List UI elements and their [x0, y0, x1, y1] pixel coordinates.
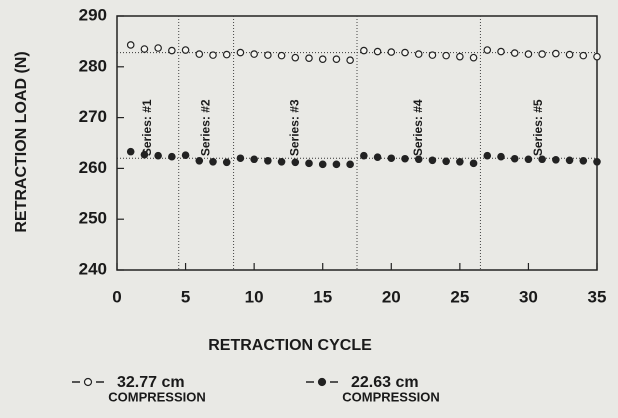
x-tick-label: 25 [450, 287, 469, 306]
data-point [236, 48, 245, 57]
y-tick-label: 280 [79, 56, 107, 75]
region-label: Series: #1 [140, 99, 154, 156]
x-tick-label: 30 [519, 287, 538, 306]
data-point [414, 155, 423, 164]
data-point [168, 152, 176, 161]
data-point [373, 153, 382, 162]
data-point [497, 47, 505, 56]
data-point [168, 46, 176, 55]
data-point [387, 154, 396, 163]
data-point [483, 46, 492, 54]
legend-marker [317, 377, 327, 387]
data-point [497, 152, 505, 161]
data-point [456, 52, 464, 61]
data-point [181, 151, 190, 159]
data-point [593, 52, 601, 61]
x-axis-title: RETRACTION CYCLE [208, 337, 372, 354]
data-point [360, 46, 368, 55]
y-tick-label: 260 [79, 158, 107, 177]
data-point [126, 147, 135, 156]
data-point [552, 155, 560, 164]
data-point [305, 54, 313, 62]
region-label: Series: #3 [287, 99, 301, 156]
data-point [538, 155, 546, 164]
data-point [209, 157, 217, 166]
data-point [593, 157, 601, 166]
data-point [195, 156, 204, 165]
data-point [222, 158, 231, 167]
legend-marker [83, 377, 93, 387]
data-point [250, 155, 258, 164]
x-tick-label: 5 [181, 287, 190, 306]
data-point [250, 50, 258, 58]
data-point [442, 157, 450, 166]
data-point [305, 159, 313, 168]
data-point [565, 50, 574, 59]
data-point [346, 56, 354, 64]
data-point [360, 151, 368, 160]
data-point [277, 51, 286, 60]
data-point [469, 53, 478, 62]
data-point [332, 55, 341, 63]
region-label: Series: #4 [411, 99, 425, 156]
data-point [524, 50, 533, 58]
y-tick-label: 290 [79, 5, 107, 24]
x-tick-label: 20 [382, 287, 401, 306]
data-point [456, 157, 464, 166]
data-point [195, 50, 204, 58]
data-point [291, 53, 300, 62]
data-point [264, 156, 272, 165]
data-point [469, 159, 478, 168]
legend-label: 32.77 cm [117, 374, 185, 391]
data-point [401, 154, 409, 163]
data-point [277, 157, 286, 166]
data-point [579, 156, 588, 165]
x-tick-label: 15 [313, 287, 332, 306]
legend-label: 22.63 cm [351, 374, 419, 391]
region-label: Series: #5 [531, 99, 545, 156]
x-tick-label: 10 [245, 287, 264, 306]
data-point [154, 151, 162, 160]
legend-note: COMPRESSION [342, 389, 440, 404]
data-point [401, 48, 409, 57]
data-point [181, 46, 190, 54]
data-point [428, 156, 437, 165]
legend-note: COMPRESSION [108, 389, 206, 404]
y-tick-label: 250 [79, 209, 107, 228]
data-point [140, 150, 149, 159]
data-point [510, 49, 519, 57]
data-point [126, 41, 135, 49]
data-point [373, 47, 382, 56]
y-axis-title: RETRACTION LOAD (N) [13, 51, 30, 232]
data-point [222, 50, 231, 59]
data-point [346, 160, 354, 169]
data-point [332, 160, 341, 169]
data-point [565, 156, 574, 165]
data-point [264, 51, 272, 59]
region-label: Series: #2 [198, 99, 212, 156]
data-point [140, 45, 149, 53]
data-point [483, 151, 492, 160]
data-point [442, 51, 450, 60]
data-point [318, 55, 327, 63]
data-point [209, 51, 217, 59]
y-tick-label: 240 [79, 259, 107, 278]
data-point [524, 155, 533, 164]
data-point [318, 160, 327, 169]
data-point [552, 49, 560, 58]
x-tick-label: 35 [588, 287, 607, 306]
data-point [428, 51, 437, 59]
data-point [236, 154, 245, 163]
data-point [154, 44, 162, 52]
data-point [510, 154, 519, 163]
data-point [414, 50, 423, 58]
data-point [291, 158, 300, 167]
x-tick-label: 0 [112, 287, 121, 306]
y-tick-label: 270 [79, 107, 107, 126]
data-point [387, 48, 396, 56]
data-point [579, 51, 588, 60]
data-point [538, 50, 546, 58]
